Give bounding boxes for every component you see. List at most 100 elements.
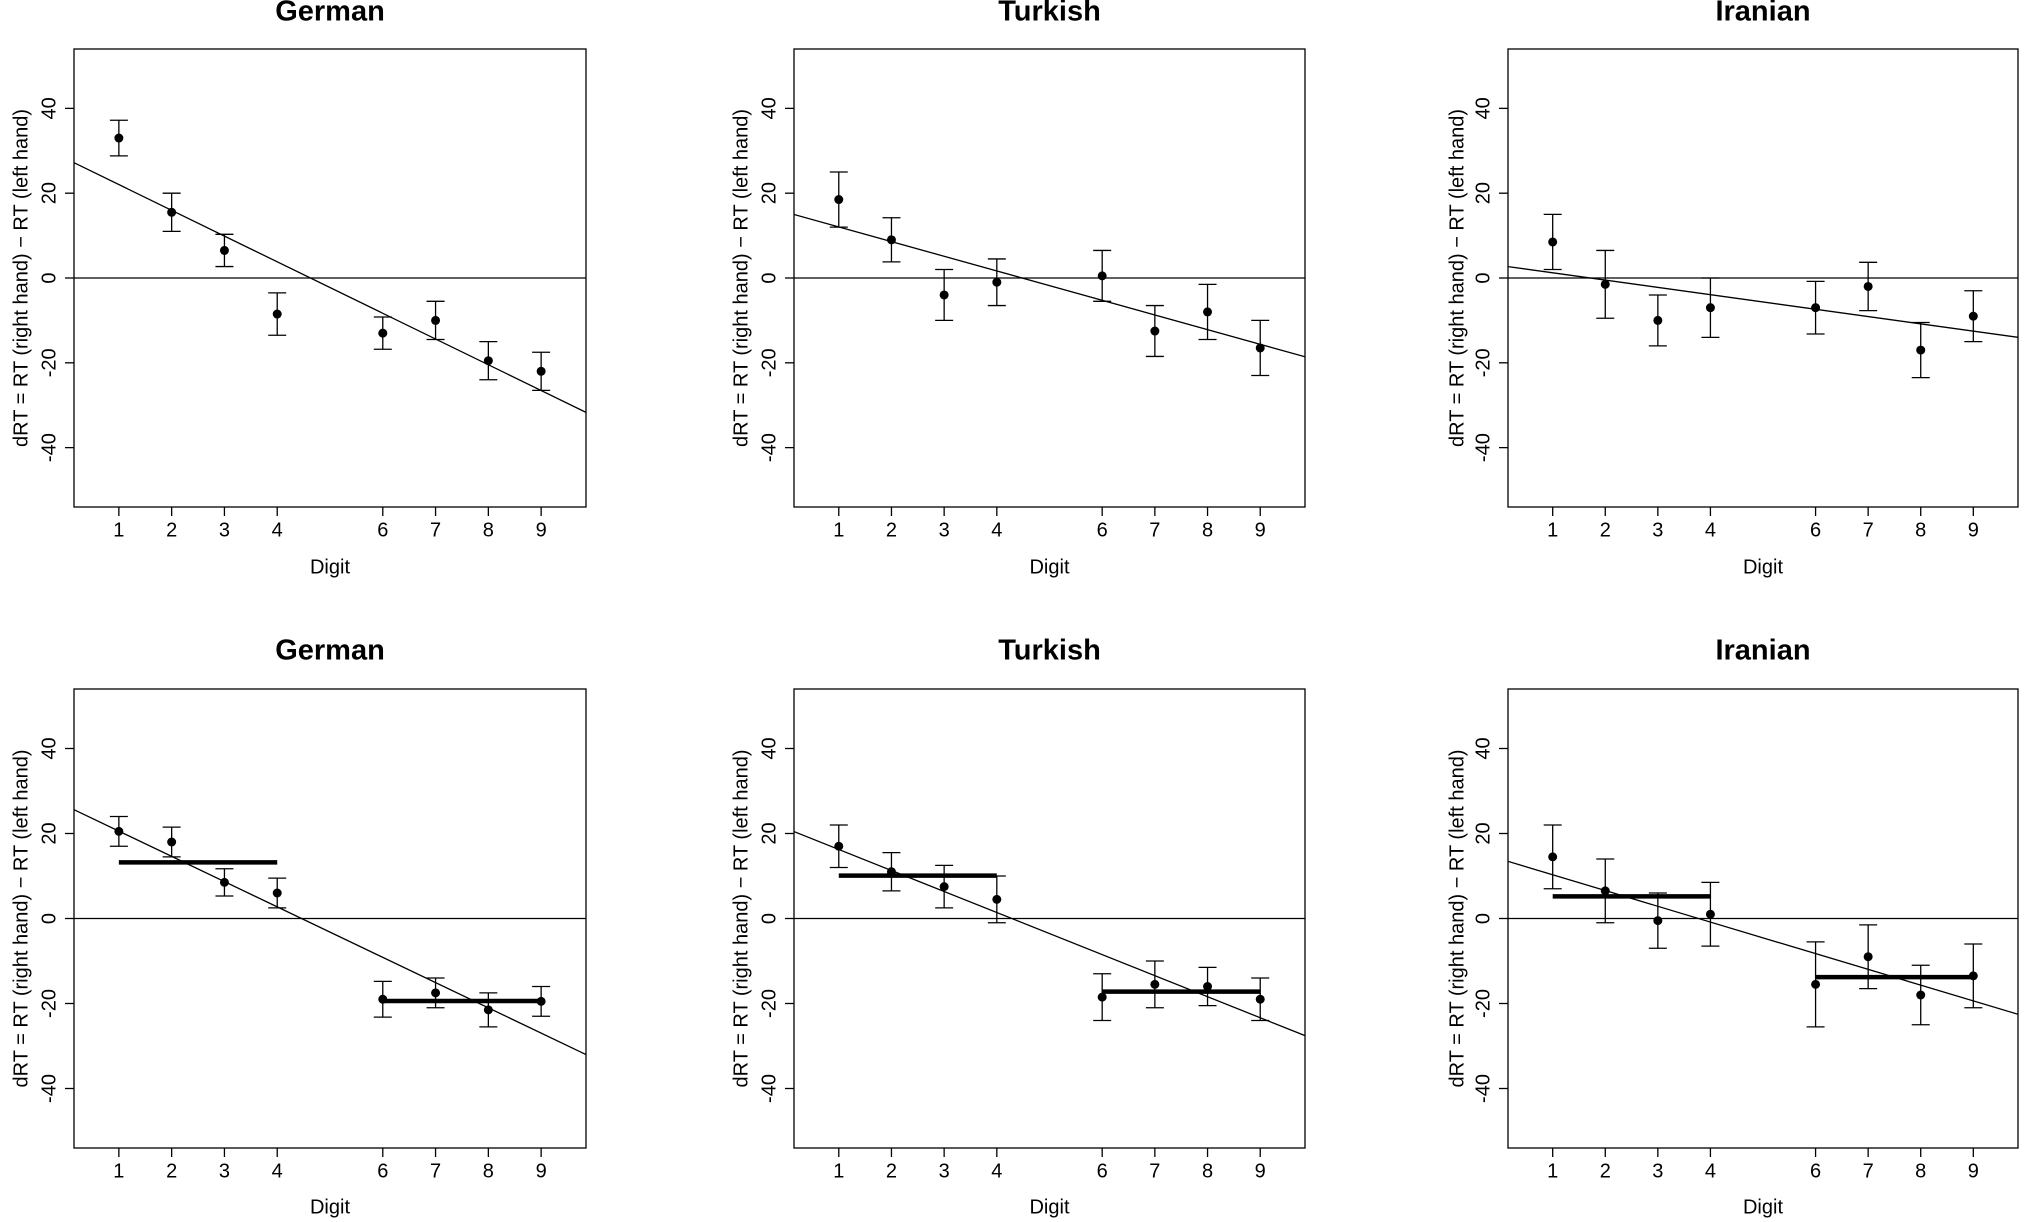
plot-area [794, 213, 1305, 358]
y-tick-label: -20 [38, 989, 60, 1018]
y-axis-label: dRT = RT (right hand) − RT (left hand) [730, 750, 752, 1088]
x-tick-label: 9 [536, 1160, 547, 1182]
data-point [1548, 852, 1558, 862]
x-tick-label: 3 [1652, 1160, 1663, 1182]
x-tick-label: 2 [1600, 519, 1611, 541]
data-point [167, 837, 177, 847]
data-point [1968, 971, 1978, 981]
panel: German Digit dRT = RT (right hand) − RT (l… [10, 635, 587, 1218]
panel-title: Turkish [998, 635, 1101, 667]
data-point [1150, 326, 1160, 336]
x-axis-label: Digit [310, 1196, 350, 1218]
plot-area [794, 830, 1305, 1037]
data-point [431, 988, 441, 998]
data-point [431, 315, 441, 325]
y-tick-label: 40 [38, 737, 60, 759]
y-tick-label: -20 [1472, 348, 1494, 377]
x-tick-label: 6 [1810, 519, 1821, 541]
data-point [1811, 303, 1821, 313]
data-point [992, 277, 1002, 287]
x-axis-label: Digit [1743, 556, 1783, 578]
x-tick-label: 3 [219, 519, 230, 541]
x-tick-label: 7 [1149, 1160, 1160, 1182]
x-tick-label: 1 [833, 1160, 844, 1182]
x-tick-label: 7 [430, 1160, 441, 1182]
data-point [1916, 990, 1926, 1000]
x-tick-label: 2 [1600, 1160, 1611, 1182]
data-point [1916, 345, 1926, 355]
data-point [834, 841, 844, 851]
x-tick-label: 7 [430, 519, 441, 541]
x-tick-label: 6 [1097, 519, 1108, 541]
data-point [939, 882, 949, 892]
x-tick-label: 4 [991, 519, 1002, 541]
y-tick-label: -40 [758, 1074, 780, 1103]
data-point [1203, 307, 1213, 317]
x-tick-label: 7 [1863, 1160, 1874, 1182]
data-point [834, 195, 844, 205]
x-tick-label: 3 [1652, 519, 1663, 541]
data-point [219, 877, 229, 887]
x-tick-label: 3 [939, 1160, 950, 1182]
y-tick-label: 40 [1472, 737, 1494, 759]
y-tick-label: 20 [1472, 822, 1494, 844]
plot-area [1508, 860, 2018, 1015]
panel: Turkish Digit dRT = RT (right hand) − RT (… [730, 635, 1306, 1218]
data-point [1600, 279, 1610, 289]
y-tick-label: -20 [1472, 989, 1494, 1018]
data-point [1705, 303, 1715, 313]
y-tick-label: 40 [38, 97, 60, 119]
x-tick-label: 7 [1863, 519, 1874, 541]
regression-line [74, 162, 586, 413]
data-point [1863, 952, 1873, 962]
panel: German Digit dRT = RT (right hand) − RT (l… [10, 0, 587, 578]
data-point [1150, 979, 1160, 989]
panel-title: German [275, 635, 385, 667]
y-tick-label: -40 [1472, 1074, 1494, 1103]
data-point [1097, 992, 1107, 1002]
x-tick-label: 8 [1202, 519, 1213, 541]
panel: Turkish Digit dRT = RT (right hand) − RT (… [730, 0, 1306, 578]
data-point [1097, 271, 1107, 281]
x-tick-label: 2 [166, 519, 177, 541]
data-point [378, 328, 388, 338]
data-point [483, 356, 493, 366]
y-tick-label: 0 [1472, 272, 1494, 283]
y-tick-label: 0 [38, 272, 60, 283]
panel: Iranian Digit dRT = RT (right hand) − RT (… [1446, 0, 2019, 578]
data-point [378, 994, 388, 1004]
x-tick-label: 3 [939, 519, 950, 541]
data-point [167, 207, 177, 217]
x-tick-label: 1 [113, 519, 124, 541]
y-tick-label: 20 [1472, 182, 1494, 204]
y-tick-label: -20 [758, 989, 780, 1018]
data-point [1968, 311, 1978, 321]
data-point [219, 245, 229, 255]
x-tick-label: 9 [536, 519, 547, 541]
x-axis-label: Digit [310, 556, 350, 578]
panel-title: Iranian [1715, 635, 1810, 667]
x-tick-label: 4 [1705, 1160, 1716, 1182]
x-tick-label: 6 [377, 1160, 388, 1182]
data-point [1653, 916, 1663, 926]
plot-box [73, 688, 587, 1149]
regression-line [794, 830, 1305, 1037]
x-tick-label: 9 [1968, 1160, 1979, 1182]
panel: Iranian Digit dRT = RT (right hand) − RT (… [1446, 635, 2019, 1218]
data-point [1811, 979, 1821, 989]
y-tick-label: -40 [1472, 433, 1494, 462]
data-point [939, 290, 949, 300]
plot-box [73, 48, 587, 508]
x-tick-label: 7 [1149, 519, 1160, 541]
plot-box [793, 48, 1306, 508]
y-tick-label: 0 [758, 913, 780, 924]
plot-area [74, 809, 586, 1056]
y-tick-label: 40 [1472, 97, 1494, 119]
data-point [1863, 281, 1873, 291]
data-point [886, 867, 896, 877]
x-tick-label: 8 [483, 1160, 494, 1182]
plot-box [1507, 688, 2019, 1149]
y-tick-label: -20 [758, 348, 780, 377]
y-axis-label: dRT = RT (right hand) − RT (left hand) [730, 109, 752, 447]
